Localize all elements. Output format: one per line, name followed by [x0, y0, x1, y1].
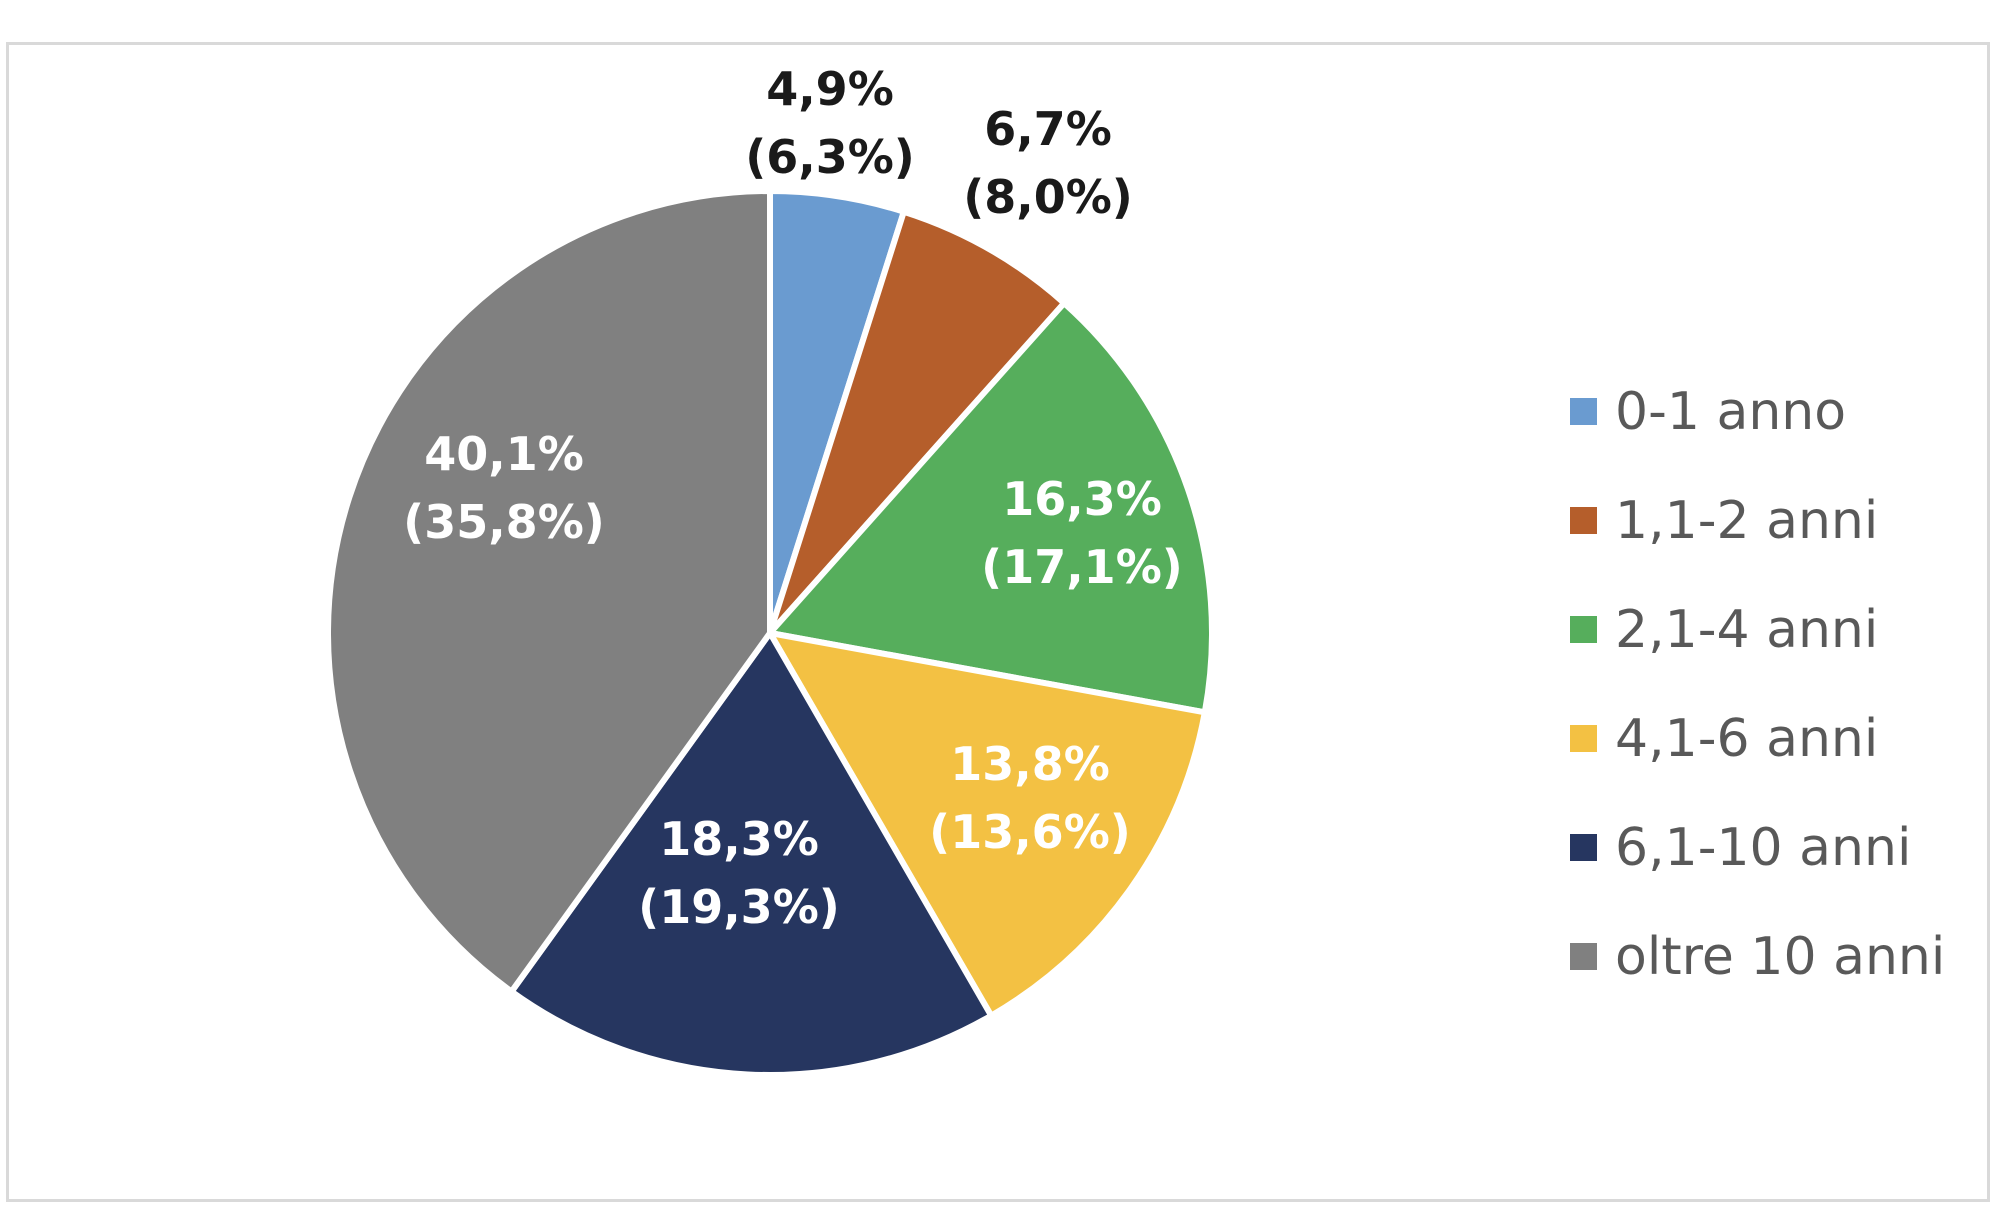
slice-label-value: 16,3% — [1002, 472, 1162, 526]
legend-swatch — [1570, 616, 1597, 643]
pie-slice-6 — [325, 188, 773, 995]
pie-slice-3 — [767, 300, 1215, 716]
slice-label-value: 18,3% — [659, 812, 819, 866]
legend-swatch — [1570, 834, 1597, 861]
slice-label-value: 4,9% — [766, 62, 894, 116]
slice-label-1: 4,9% (6,3%) — [745, 62, 915, 184]
slice-label-value: 13,8% — [950, 737, 1110, 791]
slice-label-secondary: (17,1%) — [981, 540, 1183, 594]
legend-swatch — [1570, 725, 1597, 752]
legend-item: 2,1-4 anni — [1570, 575, 1945, 684]
pie-slice-5 — [508, 630, 995, 1078]
legend: 0-1 anno 1,1-2 anni 2,1-4 anni 4,1-6 anni 6,… — [1570, 357, 1945, 1011]
legend-swatch — [1570, 398, 1597, 425]
slice-label-secondary: (8,0%) — [963, 170, 1133, 224]
chart-frame: 4,9% (6,3%) 6,7% (8,0%) 16,3% (17,1%) 13,8% (13… — [6, 42, 1990, 1202]
pie-slice-2 — [767, 208, 1068, 636]
slice-label-value: 6,7% — [984, 102, 1112, 156]
slice-label-value: 40,1% — [424, 427, 584, 481]
legend-label: oltre 10 anni — [1615, 926, 1946, 987]
slice-label-secondary: (19,3%) — [638, 880, 840, 934]
legend-item: 1,1-2 anni — [1570, 466, 1945, 575]
slice-label-4: 13,8% (13,6%) — [929, 737, 1131, 859]
slice-label-secondary: (6,3%) — [745, 130, 915, 184]
legend-item: 4,1-6 anni — [1570, 684, 1945, 793]
legend-label: 0-1 anno — [1615, 381, 1847, 442]
legend-item: 0-1 anno — [1570, 357, 1945, 466]
pie-slice-4 — [767, 630, 1208, 1019]
legend-label: 6,1-10 anni — [1615, 817, 1912, 878]
pie-chart: 4,9% (6,3%) 6,7% (8,0%) 16,3% (17,1%) 13,8% (13… — [325, 62, 1215, 1078]
slice-label-secondary: (13,6%) — [929, 805, 1131, 859]
slice-label-6: 40,1% (35,8%) — [403, 427, 605, 549]
slice-label-3: 16,3% (17,1%) — [981, 472, 1183, 594]
legend-item: 6,1-10 anni — [1570, 793, 1945, 902]
pie-labels: 4,9% (6,3%) 6,7% (8,0%) 16,3% (17,1%) 13,8% (13… — [403, 62, 1183, 934]
legend-label: 4,1-6 anni — [1615, 708, 1879, 769]
slice-label-secondary: (35,8%) — [403, 495, 605, 549]
slice-label-2: 6,7% (8,0%) — [963, 102, 1133, 224]
legend-item: oltre 10 anni — [1570, 902, 1945, 1011]
legend-label: 1,1-2 anni — [1615, 490, 1879, 551]
legend-label: 2,1-4 anni — [1615, 599, 1879, 660]
slice-label-5: 18,3% (19,3%) — [638, 812, 840, 934]
legend-swatch — [1570, 943, 1597, 970]
pie-slices — [325, 188, 1215, 1078]
legend-swatch — [1570, 507, 1597, 534]
